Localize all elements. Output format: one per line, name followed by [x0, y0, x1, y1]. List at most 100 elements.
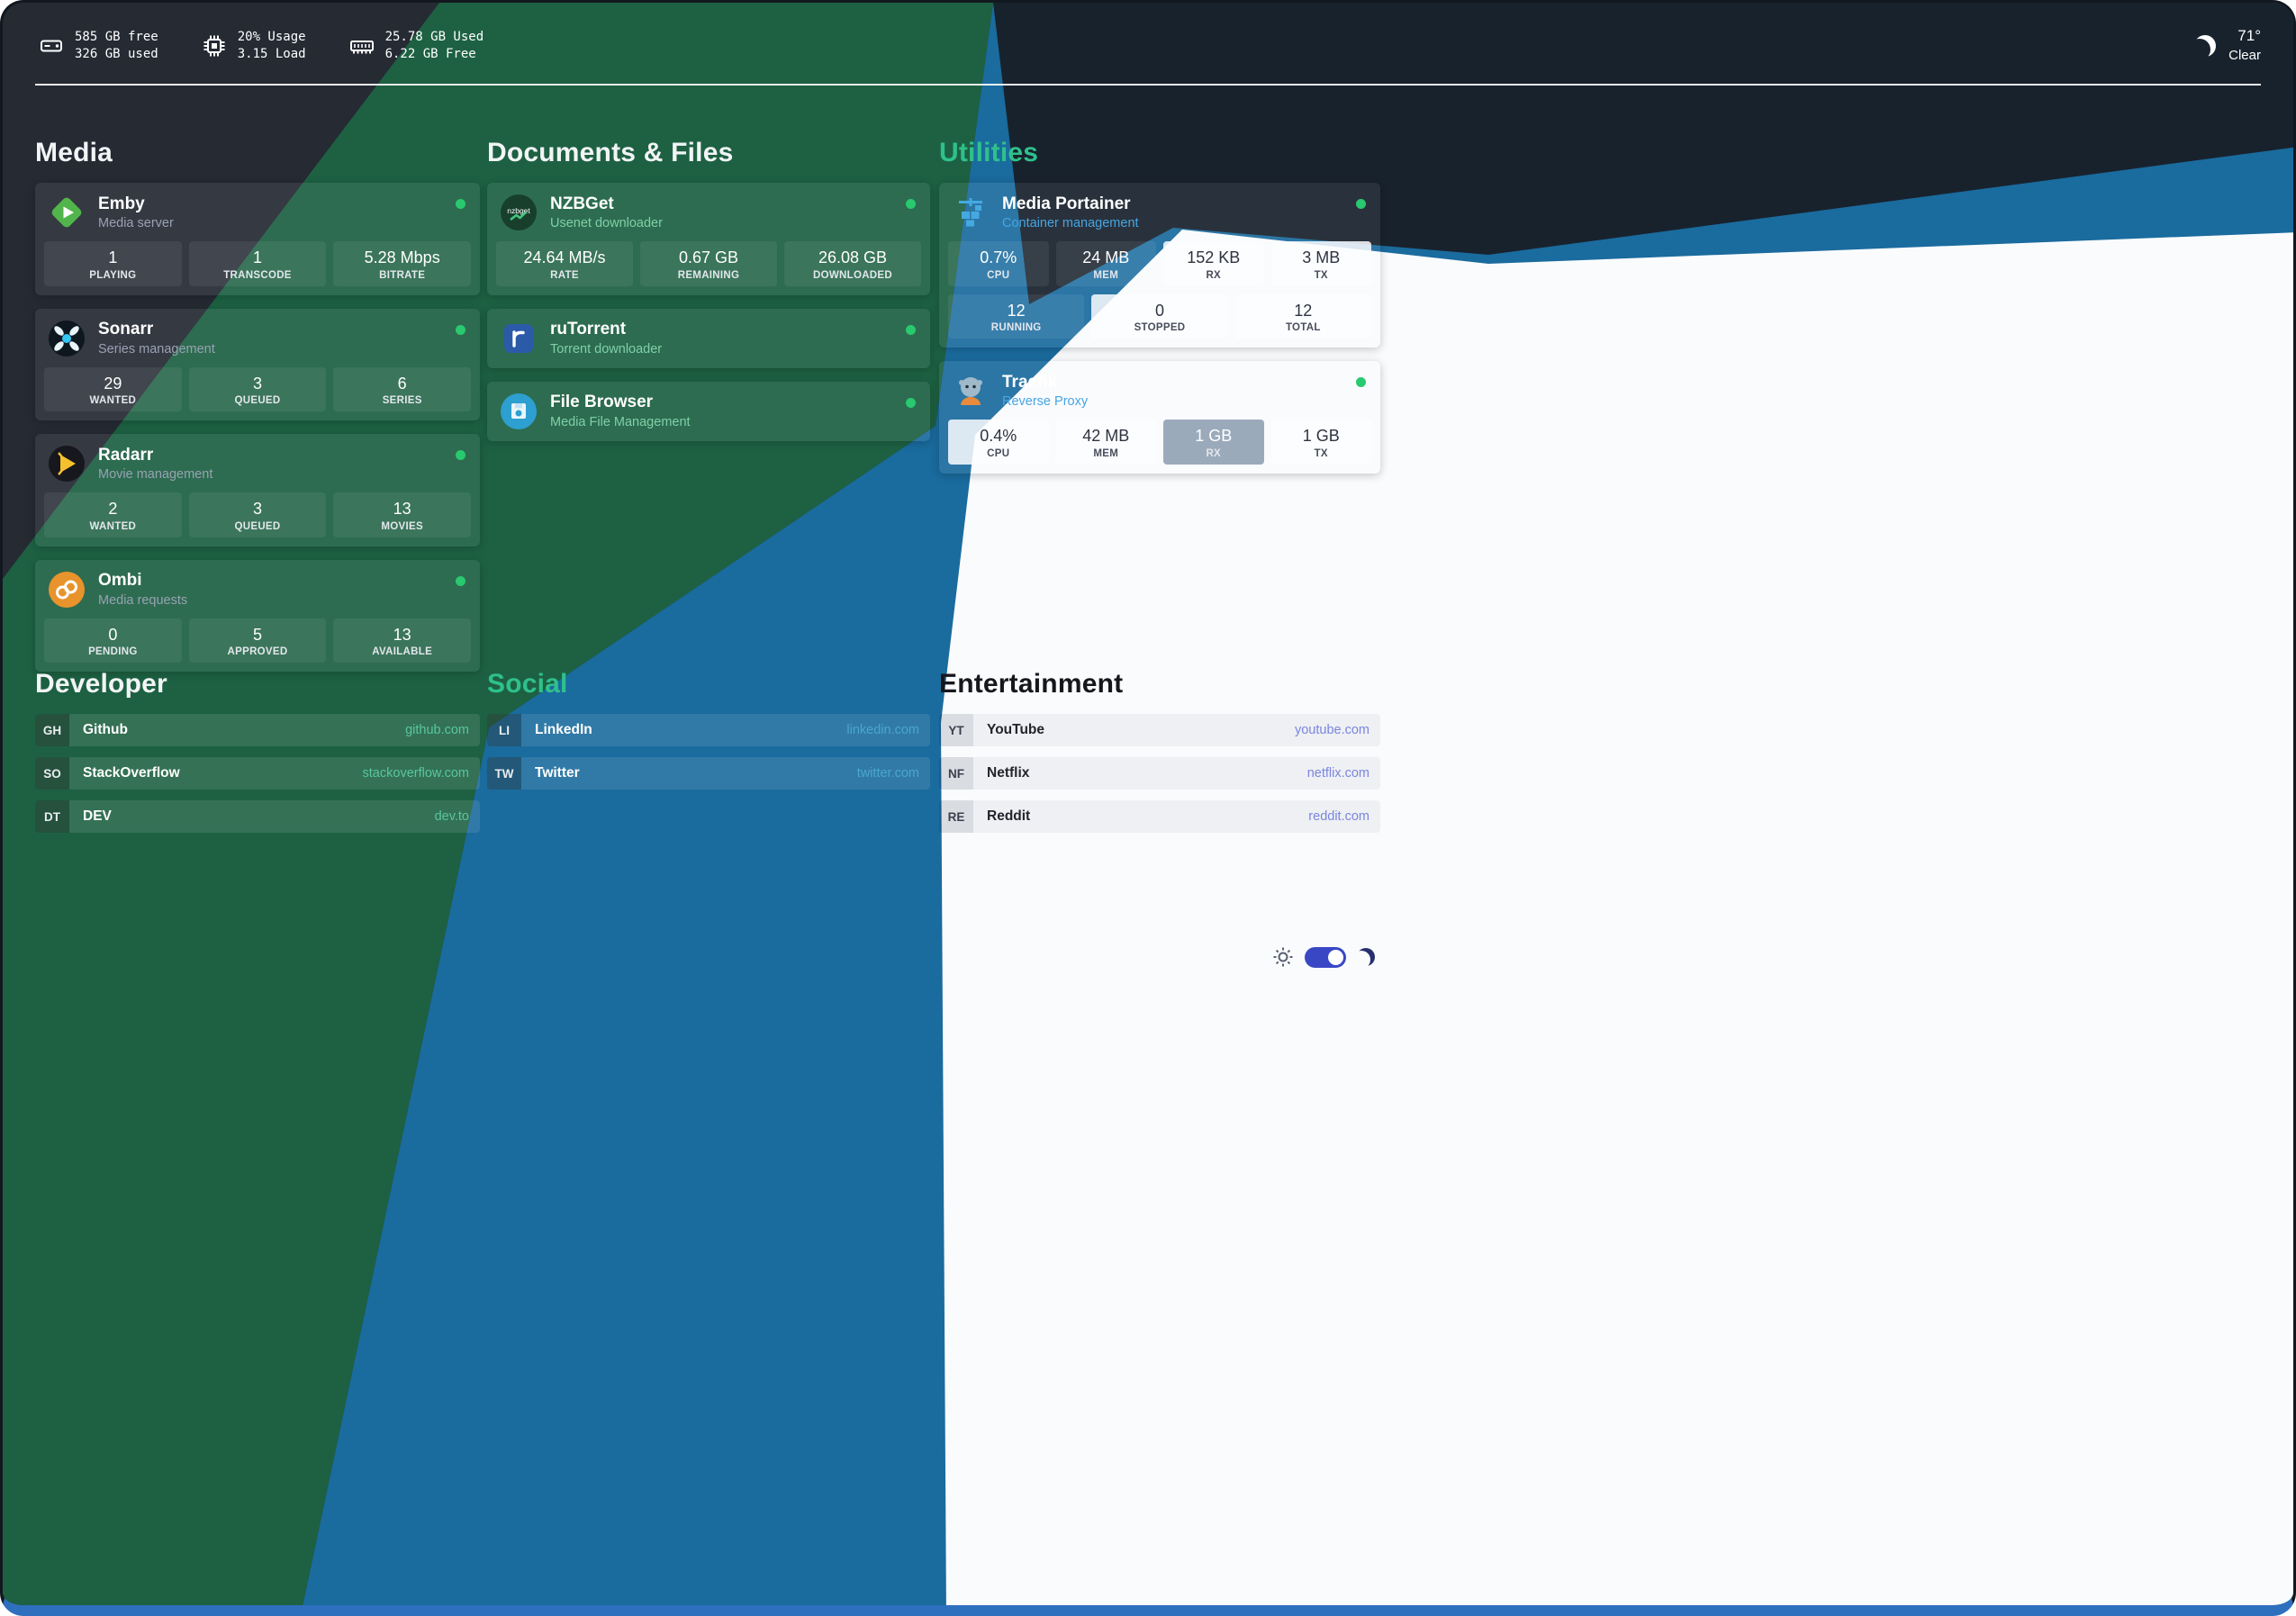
stat-box: 12 TOTAL [1234, 293, 1371, 339]
bookmark-netflix[interactable]: NF Netflix netflix.com [939, 757, 1380, 790]
service-card-nzbget[interactable]: nzbget NZBGet Usenet downloader 24.64 MB… [487, 183, 930, 295]
bookmark-github[interactable]: GH Github github.com [35, 714, 480, 746]
stat-box: 42 MB MEM [1055, 420, 1156, 465]
service-card-portainer[interactable]: Media Portainer Container management 0.7… [939, 183, 1380, 348]
cpu-usage-text: 20% Usage [237, 29, 306, 44]
service-name: Emby [98, 194, 145, 213]
bookmark-abbr: LI [487, 714, 521, 746]
bookmark-name: YouTube [987, 722, 1044, 737]
stat-box: 3 MB TX [1270, 241, 1371, 286]
stat-label: PLAYING [89, 269, 137, 281]
stat-label: CPU [987, 269, 1010, 281]
bookmark-abbr: DT [35, 800, 69, 833]
divider [35, 84, 2261, 86]
memory-status: 25.78 GB Used 6.22 GB Free [349, 29, 484, 63]
stat-box: 26.08 GB DOWNLOADED [784, 241, 921, 286]
bookmark-abbr: NF [939, 757, 973, 790]
stat-box: 5 APPROVED [188, 618, 327, 663]
stat-value: 3 [253, 374, 263, 393]
section-heading-social: Social [487, 669, 568, 699]
stat-box: 5.28 Mbps BITRATE [333, 241, 472, 286]
bookmark-url: twitter.com [856, 766, 919, 781]
stat-label: AVAILABLE [372, 646, 433, 657]
service-card-emby[interactable]: Emby Media server 1 PLAYING 1 TRANSCODE 5.… [35, 183, 480, 295]
service-name: NZBGet [550, 194, 614, 213]
portainer-icon [952, 194, 990, 231]
stat-value: 24 MB [1082, 248, 1130, 266]
stat-label: TX [1314, 269, 1328, 281]
stat-box: 0 STOPPED [1091, 293, 1228, 339]
section-heading-utilities: Utilities [939, 138, 1039, 167]
emby-icon [48, 194, 86, 231]
stat-label: STOPPED [1134, 322, 1186, 333]
bookmark-name: DEV [83, 808, 112, 824]
weather-moon-icon [2194, 35, 2216, 57]
service-name: Traefik [1002, 372, 1058, 392]
disk-free-text: 585 GB free [75, 29, 158, 44]
radarr-icon [48, 445, 86, 483]
bookmark-name: Reddit [987, 808, 1031, 824]
stat-label: QUEUED [234, 520, 281, 532]
bookmark-dev[interactable]: DT DEV dev.to [35, 800, 480, 833]
stat-label: BITRATE [379, 269, 426, 281]
system-status-bar: 585 GB free 326 GB used 20% Usage 3.15 L… [39, 26, 2261, 65]
service-card-traefik[interactable]: Traefik Reverse Proxy 0.4% CPU 42 MB MEM 1… [939, 361, 1380, 474]
status-dot [456, 199, 466, 209]
stat-value: 1 GB [1302, 427, 1340, 445]
stat-label: QUEUED [234, 395, 281, 406]
service-card-sonarr[interactable]: Sonarr Series management 29 WANTED 3 QUEUE… [35, 308, 480, 420]
stat-label: MEM [1093, 269, 1119, 281]
svg-text:nzbget: nzbget [507, 206, 530, 215]
service-card-rutorrent[interactable]: ruTorrent Torrent downloader [487, 308, 930, 368]
stat-box: 29 WANTED [44, 366, 182, 411]
bookmark-name: LinkedIn [535, 722, 592, 737]
bookmark-url: stackoverflow.com [362, 766, 469, 781]
bookmark-url: github.com [405, 723, 469, 737]
stat-value: 26.08 GB [818, 248, 888, 266]
service-name: Sonarr [98, 320, 154, 339]
stat-value: 12 [1007, 301, 1026, 320]
disk-icon [39, 33, 64, 59]
stat-box: 3 QUEUED [188, 366, 327, 411]
status-dot [456, 450, 466, 460]
bookmark-linkedin[interactable]: LI LinkedIn linkedin.com [487, 714, 930, 746]
cpu-status: 20% Usage 3.15 Load [202, 29, 306, 63]
theme-toggle-switch[interactable] [1305, 946, 1346, 968]
bookmark-url: reddit.com [1308, 809, 1369, 824]
service-name: ruTorrent [550, 320, 627, 339]
stat-box: 2 WANTED [44, 492, 182, 537]
service-subtitle: Movie management [98, 467, 213, 483]
stat-label: RX [1206, 269, 1222, 281]
section-heading-developer: Developer [35, 669, 167, 699]
stat-label: SERIES [382, 395, 422, 406]
bookmark-twitter[interactable]: TW Twitter twitter.com [487, 757, 930, 790]
service-card-ombi[interactable]: Ombi Media requests 0 PENDING 5 APPROVED 1… [35, 559, 480, 672]
memory-used-text: 25.78 GB Used [384, 29, 484, 44]
bookmark-reddit[interactable]: RE Reddit reddit.com [939, 800, 1380, 833]
disk-status: 585 GB free 326 GB used [39, 29, 158, 63]
status-dot [1356, 377, 1366, 387]
service-subtitle: Series management [98, 341, 215, 357]
bookmark-url: linkedin.com [846, 723, 919, 737]
stat-box: 0.4% CPU [948, 420, 1049, 465]
stat-label: WANTED [89, 520, 137, 532]
stat-value: 29 [104, 374, 122, 393]
stat-box: 1 PLAYING [44, 241, 182, 286]
bookmark-url: youtube.com [1294, 723, 1369, 737]
service-card-filebrowser[interactable]: File Browser Media File Management [487, 381, 930, 441]
stat-box: 13 AVAILABLE [333, 618, 472, 663]
bookmark-name: Github [83, 722, 128, 737]
stat-box: 0.7% CPU [948, 241, 1049, 286]
stat-label: TRANSCODE [223, 269, 292, 281]
service-card-radarr[interactable]: Radarr Movie management 2 WANTED 3 QUEUED … [35, 434, 480, 546]
service-subtitle: Media server [98, 216, 174, 231]
bookmark-stackoverflow[interactable]: SO StackOverflow stackoverflow.com [35, 757, 480, 790]
stat-value: 0.67 GB [678, 248, 739, 266]
bookmark-youtube[interactable]: YT YouTube youtube.com [939, 714, 1380, 746]
section-heading-media: Media [35, 138, 113, 167]
stat-value: 3 MB [1302, 248, 1341, 266]
stat-value: 24.64 MB/s [523, 248, 606, 266]
stat-box: 12 RUNNING [948, 293, 1085, 339]
service-subtitle: Media File Management [550, 414, 691, 429]
stat-box: 0.67 GB REMAINING [640, 241, 777, 286]
